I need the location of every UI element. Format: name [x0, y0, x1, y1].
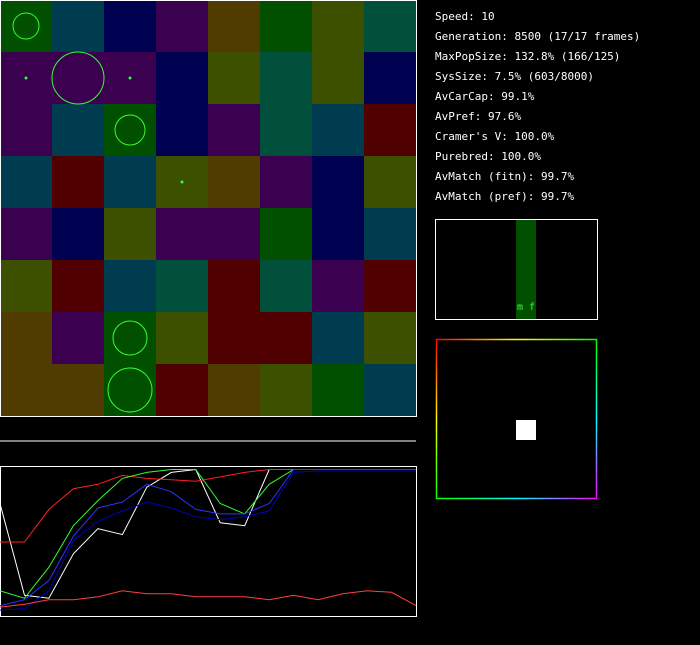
cell: [364, 52, 416, 104]
cell: [0, 260, 52, 312]
cell: [208, 0, 260, 52]
cell: [156, 104, 208, 156]
cell: [364, 104, 416, 156]
cell: [364, 312, 416, 364]
cell: [260, 312, 312, 364]
cell: [52, 156, 104, 208]
cell: [52, 104, 104, 156]
history-line: [0, 469, 416, 599]
cell: [260, 104, 312, 156]
history-plot: [0, 466, 417, 617]
cell: [104, 364, 156, 416]
cell: [0, 364, 52, 416]
cell: [104, 156, 156, 208]
cell: [156, 260, 208, 312]
cell: [104, 312, 156, 364]
history-line: [0, 590, 417, 608]
stats: Speed: 10 Generation: 8500 (17/17 frames)…: [435, 10, 640, 203]
cell: [156, 208, 208, 260]
stat-line: AvMatch (fitn): 99.7%: [435, 170, 574, 183]
cell: [312, 260, 364, 312]
history-line: [0, 470, 416, 611]
cell: [208, 52, 260, 104]
cell: [208, 260, 260, 312]
stat-line: Generation: 8500 (17/17 frames): [435, 30, 640, 43]
stat-line: SysSize: 7.5% (603/8000): [435, 70, 594, 83]
cell: [312, 52, 364, 104]
cell: [208, 104, 260, 156]
stat-line: AvPref: 97.6%: [435, 110, 521, 123]
cell: [312, 312, 364, 364]
cell: [312, 104, 364, 156]
cell: [0, 156, 52, 208]
cell: [312, 208, 364, 260]
history-line: [0, 468, 416, 599]
stat-line: AvMatch (pref): 99.7%: [435, 190, 574, 203]
cell: [156, 364, 208, 416]
cell: [0, 312, 52, 364]
cell: [260, 364, 312, 416]
cell: [364, 0, 416, 52]
cell: [364, 156, 416, 208]
history-line: [0, 469, 416, 543]
cell: [52, 312, 104, 364]
cell: [364, 208, 416, 260]
cell: [52, 208, 104, 260]
cell: [52, 52, 104, 104]
stat-line: AvCarCap: 99.1%: [435, 90, 535, 103]
cell: [0, 104, 52, 156]
cell: [104, 0, 156, 52]
cell: [208, 156, 260, 208]
cell: [208, 364, 260, 416]
cell: [364, 260, 416, 312]
cell: [260, 0, 312, 52]
cell: [260, 260, 312, 312]
cell: [312, 364, 364, 416]
cell: [260, 156, 312, 208]
history-line: [0, 469, 416, 607]
pref-box: [435, 338, 598, 500]
cell: [260, 208, 312, 260]
sex-box: [435, 219, 598, 320]
cell: [104, 104, 156, 156]
cell: [312, 0, 364, 52]
cell: [52, 260, 104, 312]
world-grid: [0, 0, 416, 416]
cell: [260, 52, 312, 104]
stat-line: Cramer's V: 100.0%: [435, 130, 555, 143]
organisms: [12, 12, 184, 413]
pref-marker: [516, 420, 536, 440]
cell: [156, 312, 208, 364]
stat-line: Speed: 10: [435, 10, 495, 23]
sex-label: m f: [517, 302, 535, 313]
cell: [52, 0, 104, 52]
cell: [156, 52, 208, 104]
sex-bar: [516, 220, 536, 319]
cell: [208, 312, 260, 364]
world-border: [0, 0, 417, 417]
cell: [52, 364, 104, 416]
cell: [156, 0, 208, 52]
stat-line: MaxPopSize: 132.8% (166/125): [435, 50, 620, 63]
cell: [104, 260, 156, 312]
cell: [0, 208, 52, 260]
stat-line: Purebred: 100.0%: [435, 150, 541, 163]
cell: [312, 156, 364, 208]
cell: [0, 0, 52, 52]
cell: [104, 208, 156, 260]
cell: [364, 364, 416, 416]
cell: [208, 208, 260, 260]
